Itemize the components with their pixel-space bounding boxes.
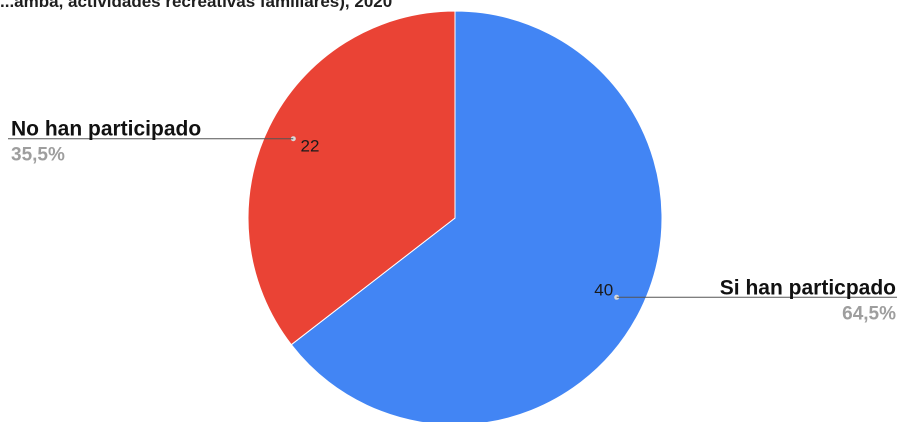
labels-layer: 40 22	[301, 136, 614, 299]
pie-slice-no-han-participado	[247, 10, 456, 346]
slices-layer	[247, 10, 663, 422]
slice-value-si-han-particpado: 40	[594, 280, 613, 299]
pie-slice-si-han-particpado	[290, 10, 663, 422]
callout-label-si-han-particpado: Si han particpado	[720, 276, 896, 299]
callout-label-no-han-participado: No han participado	[11, 118, 201, 141]
callout-percent-si-han-particpado: 64,5%	[842, 303, 896, 324]
callout-percent-no-han-participado: 35,5%	[11, 145, 65, 166]
callouts-layer: Si han particpado 64,5% No han participado…	[8, 118, 897, 324]
slice-value-no-han-participado: 22	[301, 136, 320, 155]
chart-title: ...amba, actividades recreativas familia…	[0, 0, 393, 11]
